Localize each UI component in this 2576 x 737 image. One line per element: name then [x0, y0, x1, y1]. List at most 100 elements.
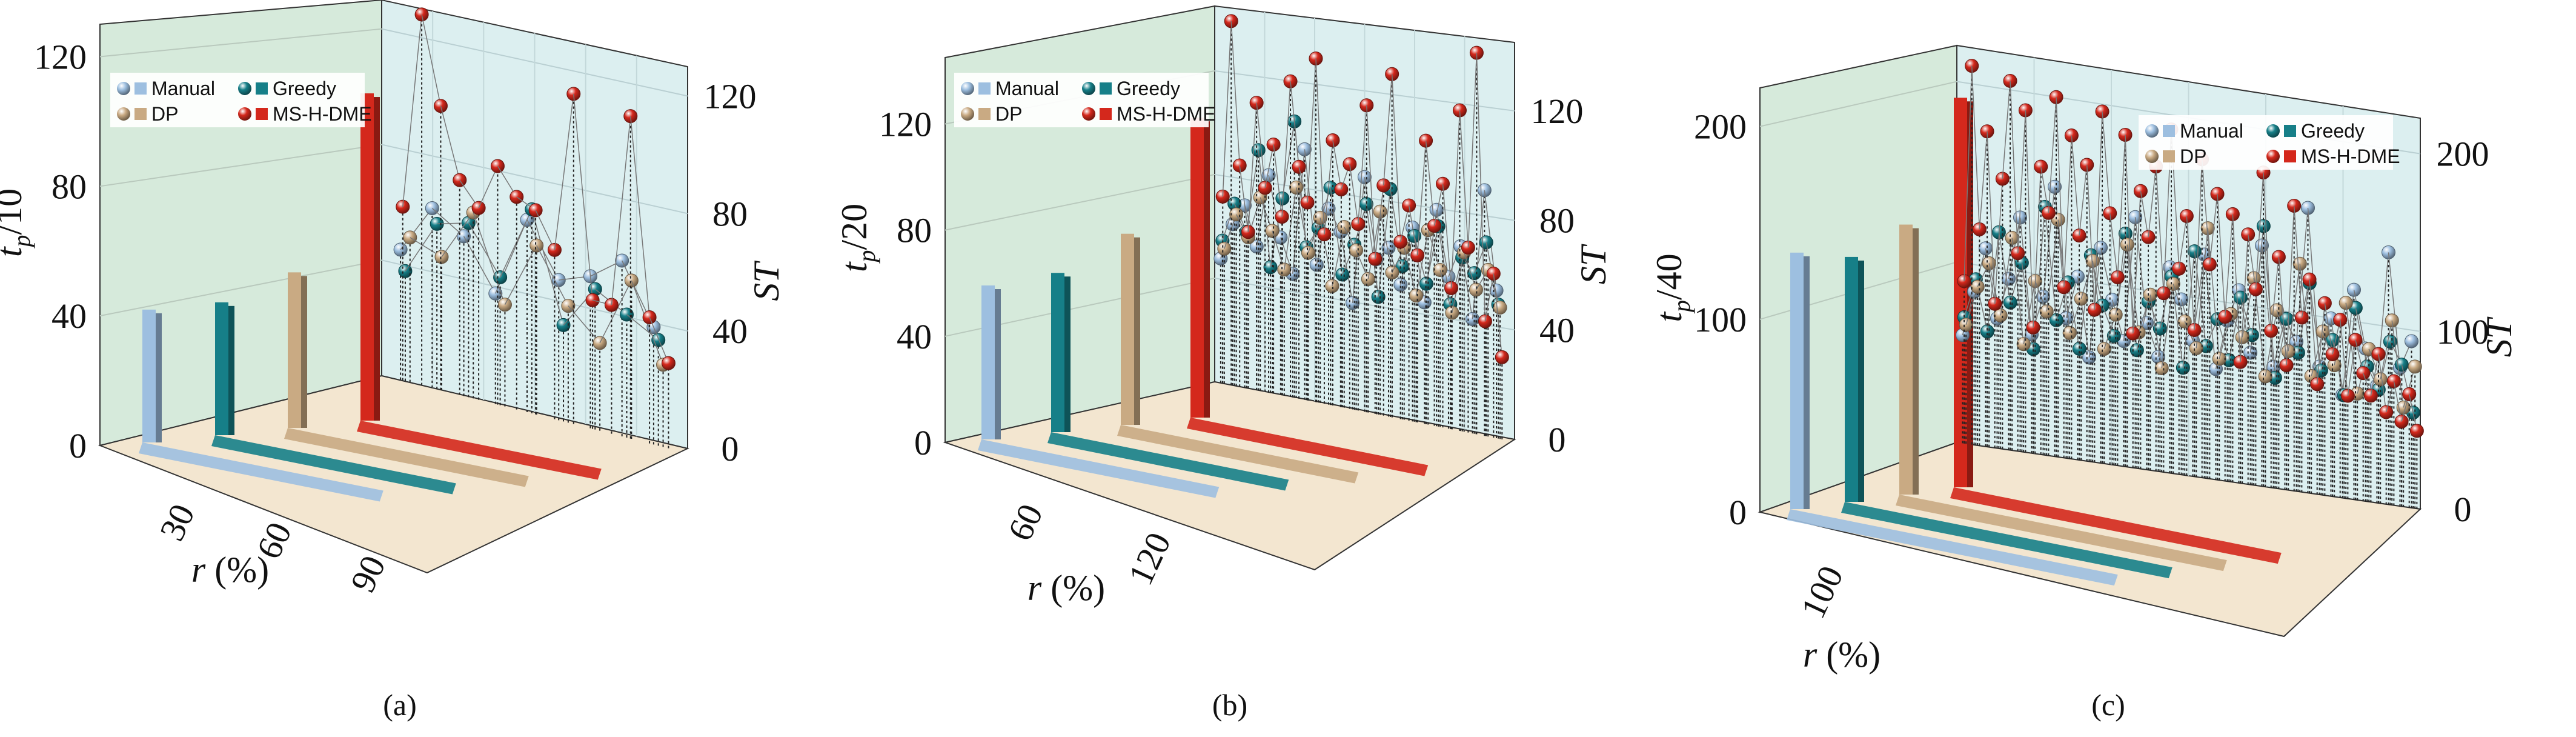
- legend-marker-ball: [117, 107, 130, 121]
- depth-axis-label: r (%): [1027, 568, 1105, 608]
- connect-line: [2278, 256, 2287, 365]
- bar: [1954, 98, 1967, 488]
- right-tick-label: 100: [2437, 312, 2489, 352]
- connect-line: [2274, 318, 2288, 378]
- connect-line: [2079, 164, 2088, 236]
- bar-side: [1804, 256, 1810, 509]
- connect-line: [2217, 193, 2226, 317]
- connect-line: [2148, 166, 2157, 238]
- connect-line: [1998, 232, 2011, 303]
- legend-entry: Greedy: [2301, 120, 2365, 142]
- connect-line: [2067, 282, 2080, 349]
- left-gridline: [944, 173, 1215, 231]
- bar-side: [301, 276, 307, 428]
- connect-line: [2100, 247, 2113, 300]
- connect-line: [2126, 244, 2139, 333]
- legend-marker-bar: [256, 82, 268, 95]
- bar: [1790, 252, 1804, 509]
- point-manual: [1297, 142, 1312, 156]
- connect-line: [1452, 252, 1465, 313]
- connect-line: [478, 165, 499, 208]
- depth-axis-label: r (%): [1803, 635, 1881, 675]
- legend-box: [954, 73, 1209, 127]
- legend-marker-ball: [238, 107, 251, 121]
- connect-line: [2403, 366, 2415, 408]
- right-tick-label: 80: [712, 194, 748, 233]
- point-manual: [2405, 334, 2418, 348]
- connect-line: [1330, 187, 1343, 275]
- bar: [1121, 233, 1134, 425]
- connect-line: [1391, 74, 1401, 242]
- connect-line: [2010, 81, 2019, 253]
- legend-marker-ball: [961, 107, 974, 121]
- connect-line: [2025, 110, 2034, 328]
- legend-marker-bar: [134, 82, 147, 95]
- bar: [981, 285, 995, 439]
- legend-entry: MS-H-DME: [1117, 103, 1216, 125]
- bar-side: [1064, 276, 1071, 432]
- connect-line: [1246, 150, 1259, 232]
- right-tick-label: 80: [1539, 201, 1575, 241]
- connect-line: [1408, 205, 1418, 256]
- legend-entry: DP: [151, 103, 178, 125]
- connect-line: [421, 14, 442, 106]
- point-dp: [561, 299, 576, 313]
- connect-line: [2063, 135, 2073, 287]
- connect-line: [2288, 264, 2300, 352]
- left-gridline: [99, 28, 382, 58]
- connect-line: [1282, 121, 1295, 199]
- connect-line: [2207, 228, 2220, 359]
- point-ms-h-dme: [2409, 424, 2424, 438]
- left-tick-label: 120: [879, 104, 932, 144]
- floor-strip: [211, 435, 456, 495]
- connect-line: [402, 14, 422, 207]
- left-wall: [99, 0, 382, 447]
- connect-line: [1425, 141, 1435, 226]
- connect-line: [2217, 319, 2230, 361]
- right-tick-label: 0: [2454, 490, 2472, 529]
- legend-marker-bar: [1100, 82, 1112, 95]
- connect-line: [2370, 354, 2379, 396]
- legend: Manual Greedy DP MS-H-DME: [2139, 115, 2400, 170]
- point-ms-h-dme: [414, 7, 429, 22]
- legend-marker-bar: [978, 82, 991, 95]
- bar-side: [1204, 121, 1210, 418]
- connect-line: [2286, 205, 2295, 365]
- connect-line: [1964, 65, 1973, 281]
- floor-strip: [284, 428, 529, 487]
- left-gridline: [1759, 81, 1957, 127]
- connect-line: [499, 209, 533, 278]
- left-tick-label: 0: [69, 426, 87, 465]
- connect-line: [2044, 207, 2057, 321]
- left-axis-label: tp/40: [1649, 253, 1695, 322]
- legend-marker-ball: [2266, 150, 2280, 163]
- legend-entry: Greedy: [273, 78, 336, 99]
- point-ms-h-dme: [661, 356, 676, 370]
- connect-line: [1366, 105, 1376, 259]
- legend-marker-ball: [117, 82, 130, 95]
- legend-marker-ball: [238, 82, 251, 95]
- connect-line: [611, 116, 631, 305]
- panel-b: 0 0 40 40 80 80 120 120 tp/20 ST 60 120 r (%) Manual G…: [834, 5, 1613, 722]
- connect-line: [1307, 58, 1316, 203]
- floor-strip: [1841, 502, 2173, 579]
- floor-strip: [978, 439, 1220, 498]
- bar-side: [995, 289, 1001, 439]
- connect-line: [1247, 102, 1257, 232]
- connect-line: [1358, 105, 1367, 224]
- connect-line: [2224, 214, 2234, 317]
- connect-line: [1493, 273, 1503, 358]
- connect-line: [2247, 234, 2257, 290]
- legend-entry: DP: [995, 103, 1022, 125]
- depth-tick-label: 100: [1793, 560, 1851, 624]
- connect-line: [2046, 219, 2059, 312]
- connect-line: [2140, 191, 2149, 238]
- bar-side: [1134, 237, 1140, 425]
- left-tick-label: 40: [51, 296, 87, 336]
- connect-line: [1426, 226, 1439, 284]
- left-tick-label: 0: [1729, 493, 1747, 532]
- legend-marker-ball: [961, 82, 974, 95]
- bar: [142, 309, 156, 442]
- legend-entry: DP: [2180, 145, 2206, 167]
- left-tick-label: 40: [897, 317, 932, 356]
